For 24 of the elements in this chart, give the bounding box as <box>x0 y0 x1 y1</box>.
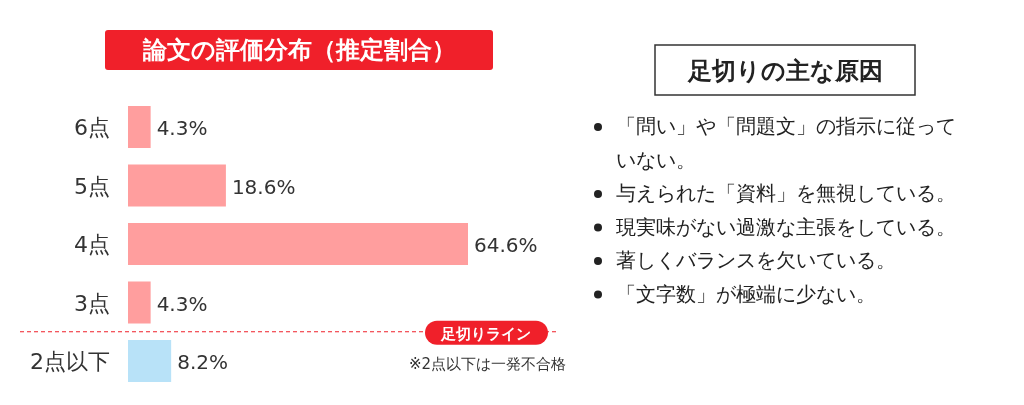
bar <box>128 281 151 324</box>
data-label: 18.6% <box>231 174 296 199</box>
y-tick-label: 2点以下 <box>30 349 110 374</box>
text: 「問い」や「問題文」の指示に従っていない。 <box>616 114 956 172</box>
data-label: 8.2% <box>177 350 228 374</box>
bar <box>128 223 468 265</box>
text: 「文字数」が極端に少ない。 <box>616 281 876 306</box>
annotation: ※2点以下は一発不合格 <box>408 355 566 373</box>
data-label: 4.3% <box>156 116 208 140</box>
bar <box>128 340 172 382</box>
text: 足切りの主な原因 <box>686 57 883 85</box>
text: 与えられた「資料」を無視している。 <box>616 181 956 205</box>
bar <box>128 106 151 148</box>
annotation: 足切りライン <box>440 324 531 343</box>
chart-title: 論文の評価分布（推定割合） <box>141 36 456 64</box>
y-tick-label: 5点 <box>74 173 110 199</box>
text: 現実味がない過激な主張をしている。 <box>616 214 956 239</box>
text: 著しくバランスを欠いている。 <box>616 248 896 272</box>
y-tick-label: 3点 <box>74 290 110 316</box>
y-tick-label: 4点 <box>74 232 110 257</box>
data-label: 4.3% <box>156 291 208 316</box>
data-label: 64.6% <box>474 233 538 257</box>
y-tick-label: 6点 <box>74 115 110 140</box>
bar <box>128 164 226 207</box>
